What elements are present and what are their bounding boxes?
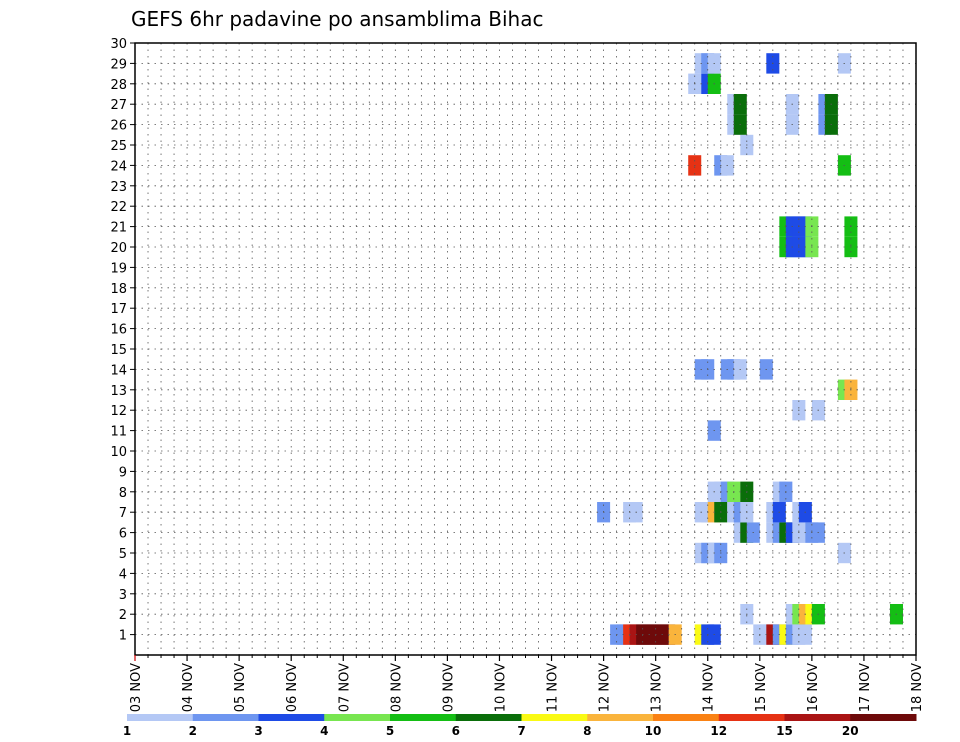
legend-label: 4 [320,724,328,738]
y-tick-label: 12 [110,404,127,419]
legend-label: 12 [710,724,727,738]
y-tick-label: 5 [119,547,127,562]
x-tick-label: 10 NOV [493,663,508,712]
x-tick-label: 15 NOV [754,663,769,712]
legend-label: 5 [386,724,394,738]
y-axis: 1234567891011121314151617181920212223242… [110,37,135,644]
x-tick-label: 11 NOV [546,663,561,712]
legend-swatch [850,714,917,721]
y-tick-label: 11 [110,425,127,440]
legend-swatch [784,714,851,721]
x-tick-label: 16 NOV [806,663,821,712]
legend-label: 3 [254,724,262,738]
y-tick-label: 23 [110,180,127,195]
x-tick-label: 09 NOV [441,663,456,712]
y-tick-label: 13 [110,384,127,399]
grid-lines [135,42,916,655]
y-tick-label: 24 [110,159,127,174]
y-tick-label: 26 [110,119,127,134]
color-legend: 1 2 3 4 5 6 7 8 10 12 15 20 [123,714,917,738]
x-tick-label: 18 NOV [910,663,925,712]
legend-swatch [324,714,391,721]
legend-swatch [390,714,457,721]
y-tick-label: 28 [110,78,127,93]
y-tick-label: 9 [119,465,127,480]
x-tick-label: 06 NOV [285,663,300,712]
x-tick-label: 05 NOV [233,663,248,712]
x-tick-label: 07 NOV [337,663,352,712]
y-tick-label: 14 [110,363,127,378]
legend-label: 8 [583,724,591,738]
y-tick-label: 20 [110,241,127,256]
y-tick-label: 27 [110,98,127,113]
legend-swatch [653,714,720,721]
legend-label: 6 [452,724,460,738]
x-tick-label: 08 NOV [389,663,404,712]
y-tick-label: 1 [119,629,127,644]
y-tick-label: 16 [110,323,127,338]
x-tick-label: 17 NOV [858,663,873,712]
y-tick-label: 3 [119,588,127,603]
y-tick-label: 19 [110,261,127,276]
legend-label: 7 [517,724,525,738]
legend-label: 15 [776,724,793,738]
chart-title: GEFS 6hr padavine po ansamblima Bihac [131,7,543,31]
x-axis: 03 NOV 04 NOV 05 NOV 06 NOV 07 NOV 08 NOV 09 N… [129,655,925,712]
x-tick-label: 14 NOV [702,663,717,712]
legend-label: 10 [645,724,662,738]
y-tick-label: 22 [110,200,127,215]
y-tick-label: 2 [119,608,127,623]
y-tick-label: 30 [110,37,127,52]
x-tick-label: 13 NOV [650,663,665,712]
legend-swatch [192,714,259,721]
y-tick-label: 6 [119,527,127,542]
legend-swatch [455,714,522,721]
legend-label: 20 [842,724,859,738]
y-tick-label: 21 [110,221,127,236]
x-tick-label: 12 NOV [598,663,613,712]
x-tick-label: 03 NOV [129,663,144,712]
legend-swatch [718,714,785,721]
y-tick-label: 4 [119,567,127,582]
y-tick-label: 25 [110,139,127,154]
x-tick-label: 04 NOV [181,663,196,712]
y-tick-label: 7 [119,506,127,521]
legend-label: 1 [123,724,131,738]
legend-label: 2 [189,724,197,738]
legend-swatch [258,714,325,721]
y-tick-label: 10 [110,445,127,460]
y-tick-label: 29 [110,57,127,72]
y-tick-label: 8 [119,486,127,501]
legend-swatch [587,714,654,721]
y-tick-label: 15 [110,343,127,358]
y-tick-label: 18 [110,282,127,297]
legend-swatch [521,714,588,721]
y-tick-label: 17 [110,302,127,317]
legend-swatch [127,714,194,721]
